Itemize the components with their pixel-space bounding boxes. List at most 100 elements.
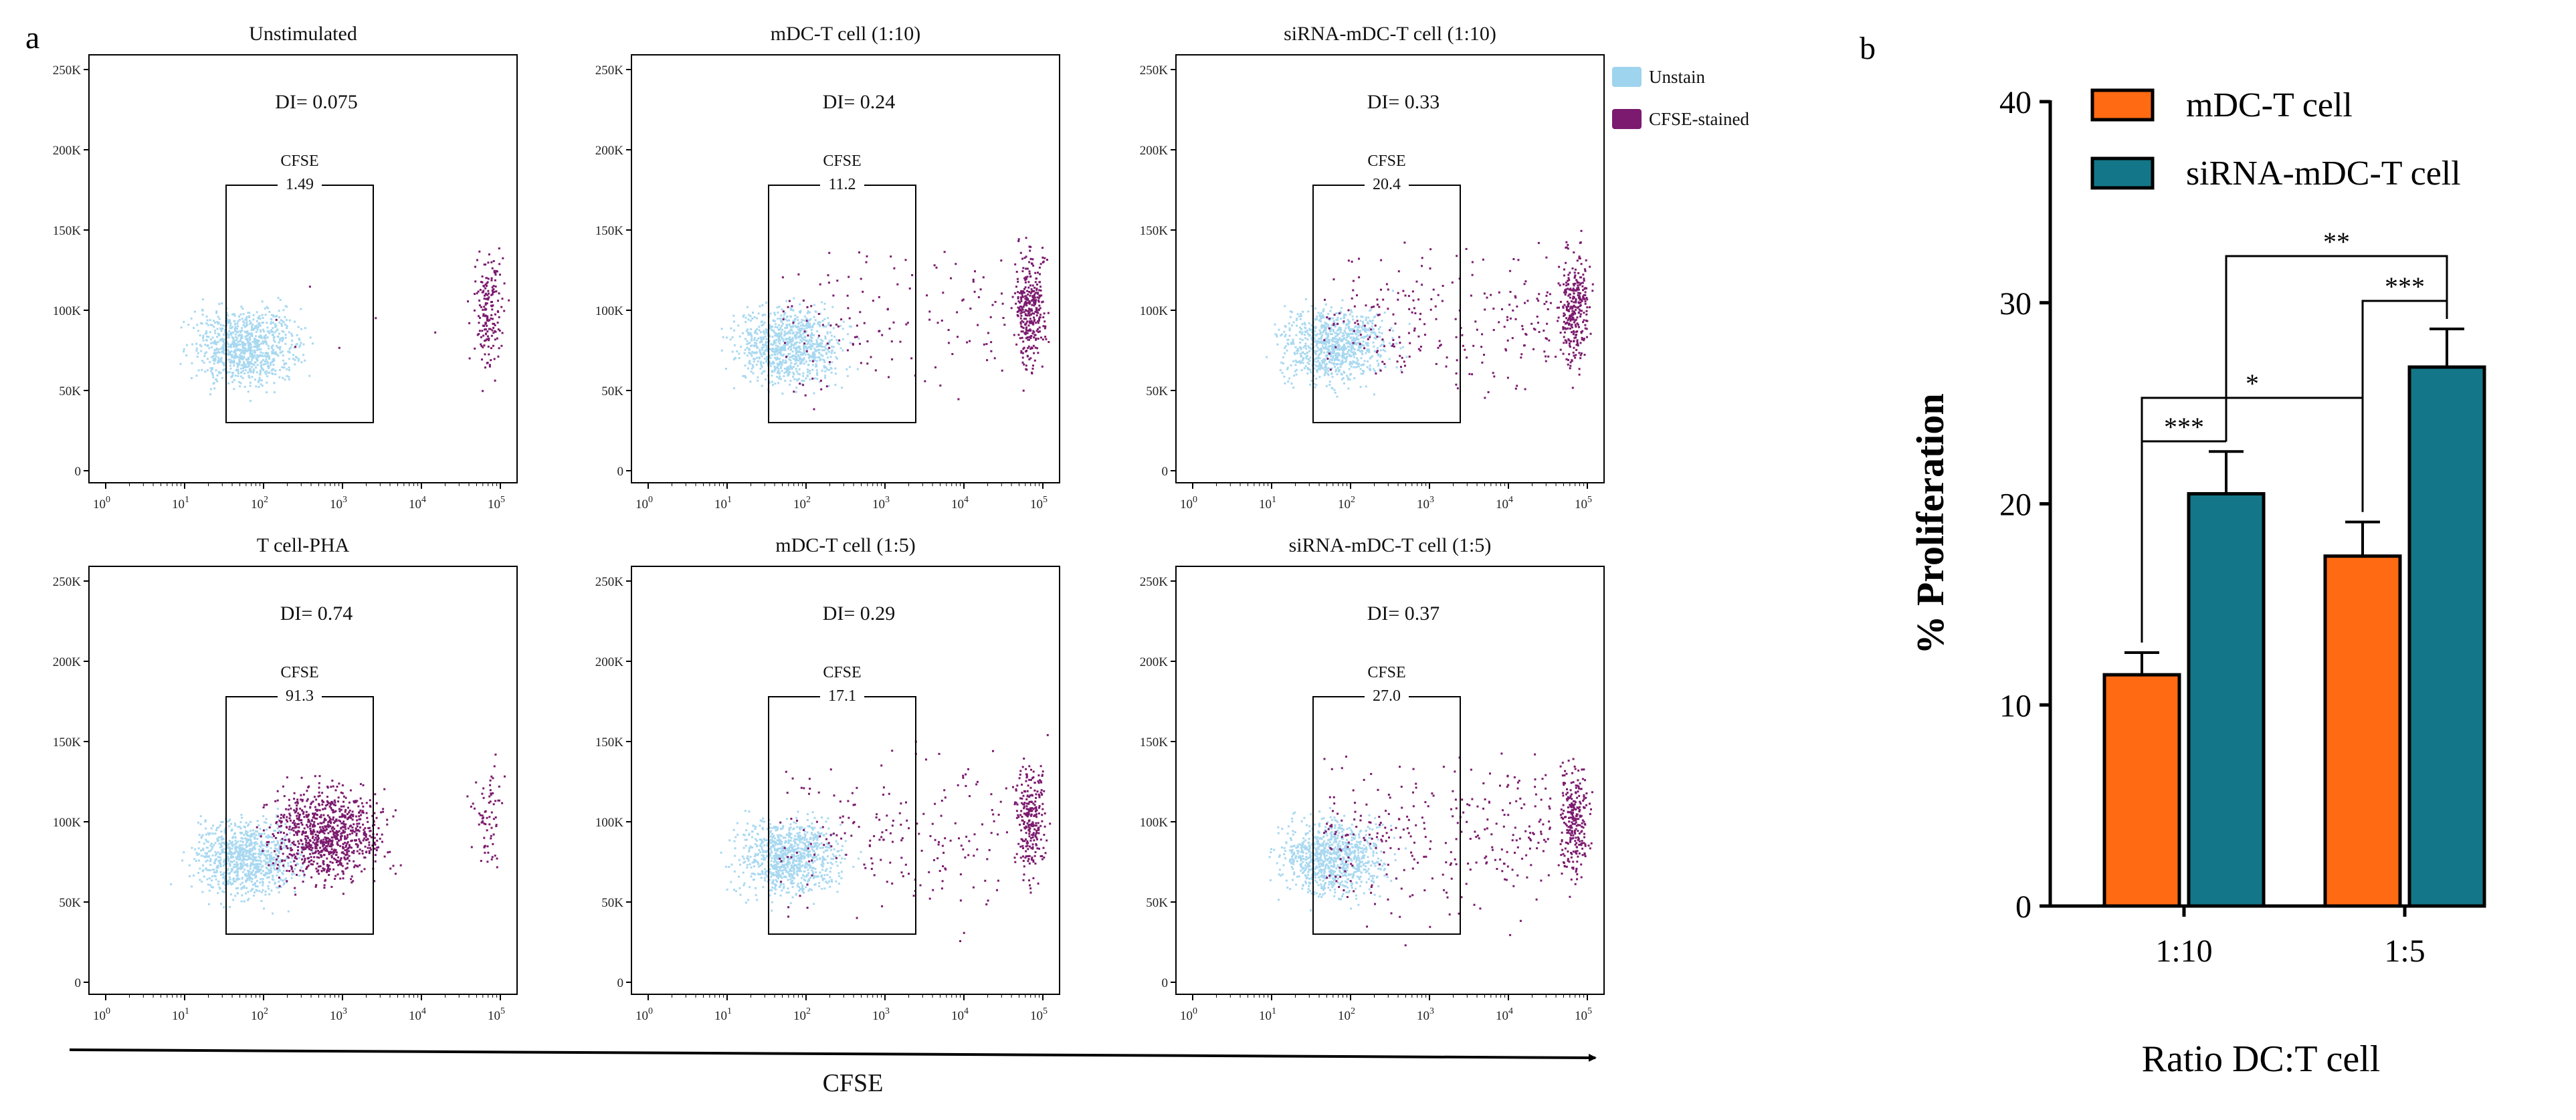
x-tick-label: 105 xyxy=(488,495,505,512)
x-tick-label: 100 xyxy=(1180,1006,1197,1023)
unstained-dots xyxy=(1268,806,1407,912)
y-tick-label: 200K xyxy=(595,144,624,158)
y-tick-label: 200K xyxy=(53,655,82,669)
x-tick-label: 104 xyxy=(951,1006,969,1023)
division-index-label: DI= 0.24 xyxy=(823,91,896,113)
x-tick-label: 102 xyxy=(251,495,268,512)
y-tick-label: 150K xyxy=(1140,224,1169,238)
gate-value-bg xyxy=(820,687,864,705)
y-tick-label: 150K xyxy=(53,224,82,238)
plot-title: mDC-T cell (1:5) xyxy=(775,534,915,556)
y-tick-label: 50K xyxy=(601,384,623,399)
cfse-stained-dots xyxy=(256,754,506,896)
significance-bracket xyxy=(2225,255,2448,442)
unstained-dots xyxy=(1266,290,1411,398)
y-tick-label: 50K xyxy=(1146,896,1168,910)
x-tick-label: 104 xyxy=(1496,495,1513,512)
y-tick-label: 50K xyxy=(59,896,81,910)
y-tick-label: 200K xyxy=(595,655,624,669)
gate-value-bg xyxy=(1365,687,1409,705)
bar-mdc-t-cell-1-5 xyxy=(2323,554,2402,908)
y-tick-label: 0 xyxy=(75,465,82,479)
panel-b-bar-chart: b 0 10 20 30 40 % Proliferation 1:10 1:5 Ratio D… xyxy=(1860,31,2486,1080)
x-tick-label: 104 xyxy=(951,495,969,512)
y-tick-label: 0 xyxy=(617,976,624,990)
x-tick-label: 100 xyxy=(1180,495,1197,512)
legend-swatch-cfse-stained xyxy=(1612,109,1642,129)
x-tick-label: 101 xyxy=(1259,495,1276,512)
division-index-label: DI= 0.29 xyxy=(823,602,896,625)
y-tick-label: 200K xyxy=(1140,144,1169,158)
x-tick-label: 103 xyxy=(330,1006,347,1023)
y-tick-label: 40 xyxy=(1999,85,2032,120)
x-tick-label: 105 xyxy=(1575,1006,1592,1023)
x-tick-label: 104 xyxy=(409,1006,426,1023)
y-tick-label: 0 xyxy=(75,976,82,990)
y-tick-label: 0 xyxy=(617,465,624,479)
gate-value: 11.2 xyxy=(828,176,856,193)
y-tick-label: 0 xyxy=(2015,889,2032,925)
gate-label: CFSE xyxy=(1367,152,1405,170)
plot-title: Unstimulated xyxy=(249,23,357,45)
gate-label: CFSE xyxy=(823,664,861,681)
legend-swatch-sirna-mdc-t-cell xyxy=(2090,156,2155,190)
gate-value: 20.4 xyxy=(1373,176,1401,193)
y-tick-label: 150K xyxy=(595,224,624,238)
y-tick-label: 150K xyxy=(1140,736,1169,750)
y-axis-title: % Proliferation xyxy=(1908,393,1952,654)
gate-value: 27.0 xyxy=(1373,687,1401,705)
x-tick-label: 102 xyxy=(793,1006,811,1023)
unstained-dots xyxy=(179,297,314,403)
legend-label-sirna-mdc-t-cell: siRNA-mDC-T cell xyxy=(2186,154,2461,193)
flow-plot-6: siRNA-mDC-T cell (1:5) 0 50K 100K 150K 200K 25… xyxy=(1140,534,1605,1023)
y-tick-label: 50K xyxy=(59,384,81,399)
x-tick-label: 103 xyxy=(872,495,890,512)
y-tick-label: 250K xyxy=(1140,575,1169,589)
y-tick-label: 100K xyxy=(53,816,82,830)
division-index-label: DI= 0.33 xyxy=(1367,91,1440,113)
plot-frame xyxy=(631,54,1060,483)
plot-title: siRNA-mDC-T cell (1:10) xyxy=(1284,23,1496,45)
y-tick-label: 100K xyxy=(53,304,82,318)
y-tick-label: 250K xyxy=(53,64,82,78)
x-tick-label: 100 xyxy=(635,495,653,512)
x-tick-label: 103 xyxy=(1417,1006,1434,1023)
gate-label: CFSE xyxy=(1367,664,1405,681)
y-tick-label: 150K xyxy=(595,736,624,750)
x-tick-label: 100 xyxy=(93,495,110,512)
x-tick-label: 102 xyxy=(251,1006,268,1023)
plot-frame xyxy=(88,54,518,483)
legend-swatch-mdc-t-cell xyxy=(2090,88,2155,122)
cfse-stained-dots xyxy=(1323,229,1594,399)
y-tick-label: 250K xyxy=(595,64,624,78)
x-tick-label: 102 xyxy=(1338,1006,1355,1023)
plot-title: T cell-PHA xyxy=(257,534,350,556)
x-tick-label: 101 xyxy=(714,495,732,512)
y-tick-label: 250K xyxy=(595,575,624,589)
division-index-label: DI= 0.075 xyxy=(275,91,358,113)
x-tick-label: 100 xyxy=(635,1006,653,1023)
x-tick-label: 104 xyxy=(409,495,426,512)
y-tick-label: 150K xyxy=(53,736,82,750)
gate-value: 91.3 xyxy=(286,687,314,705)
y-tick-label: 0 xyxy=(1162,976,1169,990)
division-index-label: DI= 0.74 xyxy=(280,602,353,625)
y-tick-label: 250K xyxy=(53,575,82,589)
flow-plot-4: T cell-PHA 0 50K 100K 150K 200K 250K 100 101 102 1… xyxy=(53,534,518,1023)
x-tick-label: 105 xyxy=(1575,495,1592,512)
x-tick-label: 102 xyxy=(793,495,811,512)
gate-value: 1.49 xyxy=(286,176,314,193)
unstained-dots xyxy=(720,810,862,912)
dot-cloud xyxy=(1268,752,1593,947)
x-axis-title: Ratio DC:T cell xyxy=(2142,1038,2381,1080)
plot-title: siRNA-mDC-T cell (1:5) xyxy=(1289,534,1492,556)
plot-frame xyxy=(1175,54,1605,483)
gate-value: 17.1 xyxy=(828,687,856,705)
x-tick-label: 101 xyxy=(714,1006,732,1023)
dot-cloud xyxy=(170,754,506,915)
plot-title: mDC-T cell (1:10) xyxy=(771,23,920,45)
y-tick-label: 50K xyxy=(1146,384,1168,399)
legend-label-mdc-t-cell: mDC-T cell xyxy=(2186,86,2353,124)
y-tick-label: 50K xyxy=(601,896,623,910)
